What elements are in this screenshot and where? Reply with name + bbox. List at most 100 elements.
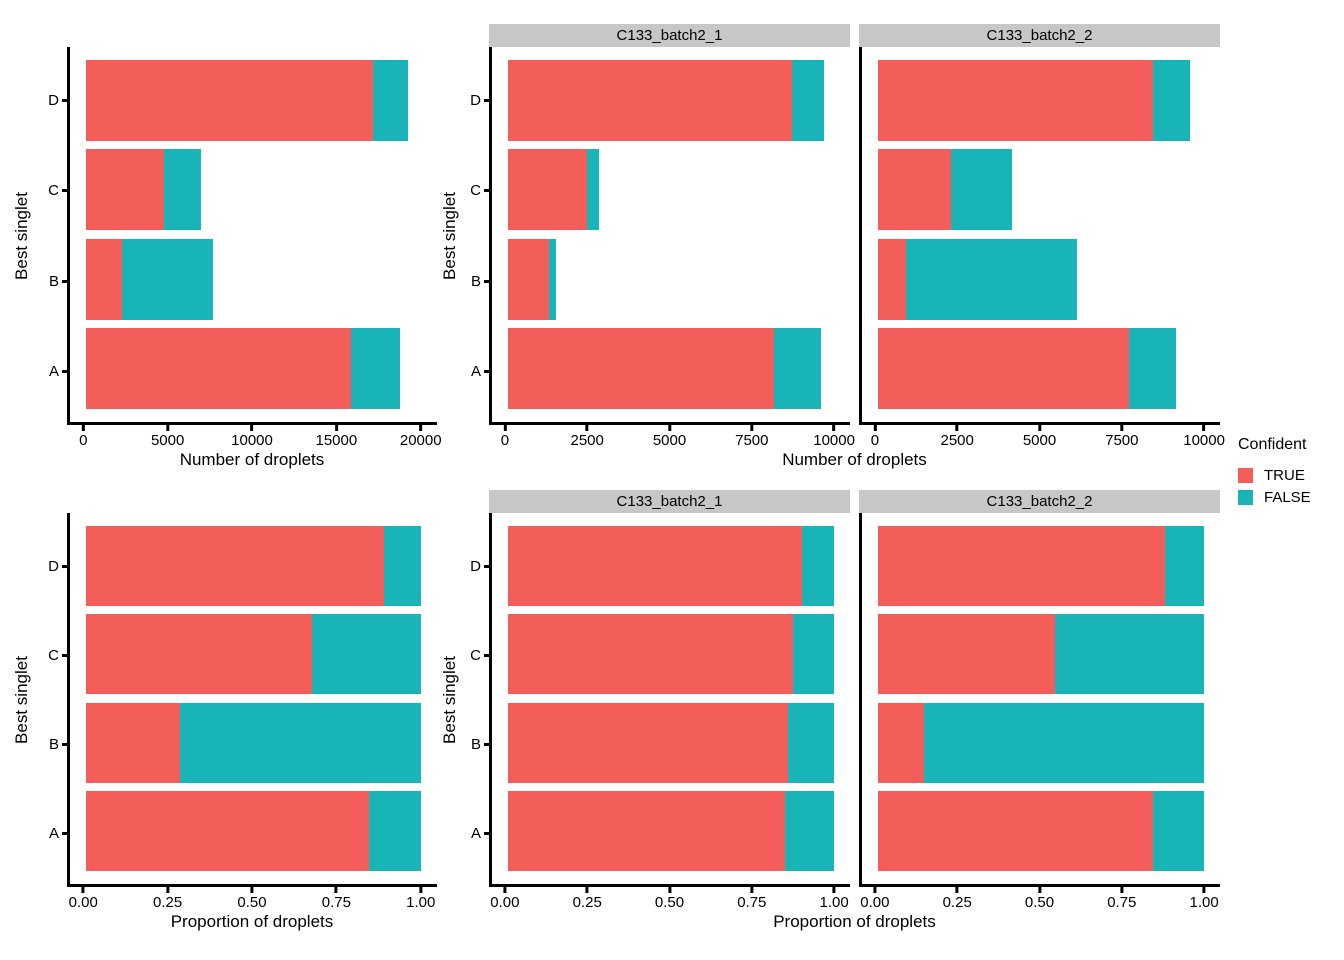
x-axis-title-row: Proportion of droplets xyxy=(437,911,1220,932)
x-tick-label: 10000 xyxy=(231,432,273,449)
bar-A xyxy=(492,327,850,409)
bar-segment-true xyxy=(877,327,1130,409)
y-axis-row: B xyxy=(44,705,67,785)
facet-strip: C133_batch2_2 xyxy=(859,490,1220,513)
x-tick-label: 5000 xyxy=(150,432,185,449)
x-tick: 0 xyxy=(79,425,87,449)
axis-title-y: Best singlet xyxy=(0,513,44,887)
bar-D xyxy=(862,526,1220,606)
bar-offset xyxy=(862,149,878,230)
plot-panel xyxy=(859,47,1220,425)
panel-area xyxy=(489,47,1220,425)
bar-offset xyxy=(862,60,878,141)
x-tick-label: 1.00 xyxy=(406,894,436,911)
bar-B xyxy=(862,238,1220,320)
x-tick-mark xyxy=(166,887,170,893)
x-tick-mark xyxy=(1202,425,1206,431)
x-tick-label: 0 xyxy=(870,432,880,449)
bar-segment-false xyxy=(179,702,421,783)
x-tick-label: 5000 xyxy=(1022,432,1057,449)
bar-offset xyxy=(70,328,86,409)
x-tick: 10000 xyxy=(231,425,273,449)
bar-segment-true xyxy=(86,149,165,231)
x-tick: 1.00 xyxy=(406,887,435,911)
axis-title-x: Number of droplets xyxy=(782,450,927,469)
panel-area xyxy=(489,513,1220,887)
bar-B xyxy=(492,702,850,783)
bar-segment-false xyxy=(1055,614,1205,695)
y-tick-label: C xyxy=(48,182,59,200)
x-tick-label: 1.00 xyxy=(1189,894,1219,911)
plot-panel xyxy=(67,513,437,887)
x-axis: 0.00 0.25 0.50 0.75 1.00 xyxy=(0,887,437,911)
x-tick: 7500 xyxy=(735,425,768,449)
x-tick-label: 0.50 xyxy=(654,894,685,911)
y-axis-row: B xyxy=(463,241,489,322)
bar-segment-true xyxy=(877,149,951,231)
x-tick: 0.25 xyxy=(153,887,182,911)
bar-C xyxy=(70,614,437,695)
bar-A xyxy=(862,327,1220,409)
x-tick-label: 7500 xyxy=(1105,432,1139,449)
panel-area xyxy=(67,47,437,425)
x-tick: 0.75 xyxy=(1107,887,1136,911)
bar-segment-true xyxy=(86,614,313,695)
facet-strip-label: C133_batch2_1 xyxy=(616,27,723,44)
bar-C xyxy=(862,614,1220,695)
y-axis-row: A xyxy=(44,794,67,874)
bar-C xyxy=(492,149,850,231)
y-tick-mark xyxy=(62,99,67,102)
y-axis-row: D xyxy=(44,60,67,141)
bar-segment-false xyxy=(950,149,1012,231)
bar-segment-true xyxy=(86,702,180,783)
spacer xyxy=(0,449,67,470)
y-tick-label: D xyxy=(48,92,59,109)
bar-segment-false xyxy=(587,149,599,231)
legend-item-true: TRUE xyxy=(1238,467,1311,484)
bar-segment-true xyxy=(507,790,785,871)
bar-segment-false xyxy=(784,790,835,871)
x-tick: 10000 xyxy=(813,425,855,449)
y-axis-labels: D C B A xyxy=(44,513,67,887)
bar-segment-true xyxy=(877,60,1153,141)
x-tick: 2500 xyxy=(941,425,974,449)
bar-segment-false xyxy=(773,327,822,409)
bar-segment-true xyxy=(507,327,774,409)
axis-title-y-text: Best singlet xyxy=(440,192,459,280)
bar-offset xyxy=(492,60,508,141)
bar-B xyxy=(70,702,437,783)
x-tick: 0 xyxy=(501,425,509,449)
y-tick-label: B xyxy=(48,736,59,754)
x-tick: 5000 xyxy=(653,425,686,449)
x-axis-title-row: Number of droplets xyxy=(437,449,1220,470)
plot-counts-faceted: C133_batch2_1 C133_batch2_2 Best singlet … xyxy=(437,0,1225,472)
x-tick-mark xyxy=(955,425,959,431)
x-tick-mark xyxy=(668,425,671,431)
plot-proportions-faceted: C133_batch2_1 C133_batch2_2 Best singlet … xyxy=(437,480,1220,960)
bar-segment-true xyxy=(507,526,802,606)
y-tick-mark xyxy=(62,743,67,747)
bar-D xyxy=(862,60,1220,141)
x-axis-title-row: Proportion of droplets xyxy=(0,911,437,932)
x-axis-ticks: 0.00 0.25 0.50 0.75 1.00 xyxy=(489,887,850,911)
x-tick-label: 1.00 xyxy=(819,894,849,911)
bar-offset xyxy=(70,239,86,320)
plot-panel xyxy=(489,513,850,887)
bar-segment-false xyxy=(164,149,202,231)
x-axis-title-row: Number of droplets xyxy=(0,449,437,470)
y-tick-label: C xyxy=(48,646,59,664)
x-axis: 0 5000 10000 15000 20000 xyxy=(0,425,442,449)
x-tick-mark xyxy=(1038,425,1041,431)
bar-segment-false xyxy=(923,702,1205,783)
bar-segment-true xyxy=(877,790,1153,871)
y-tick-label: D xyxy=(470,92,481,109)
x-tick-label: 0.50 xyxy=(1024,894,1055,911)
x-tick: 20000 xyxy=(400,425,442,449)
bar-segment-true xyxy=(86,526,385,606)
x-tick-mark xyxy=(585,425,589,431)
bar-segment-false xyxy=(1152,790,1205,871)
x-tick: 15000 xyxy=(316,425,357,449)
legend: Confident TRUE FALSE xyxy=(1238,436,1311,506)
y-tick-mark xyxy=(62,564,67,568)
x-tick-label: 0.00 xyxy=(490,894,520,911)
